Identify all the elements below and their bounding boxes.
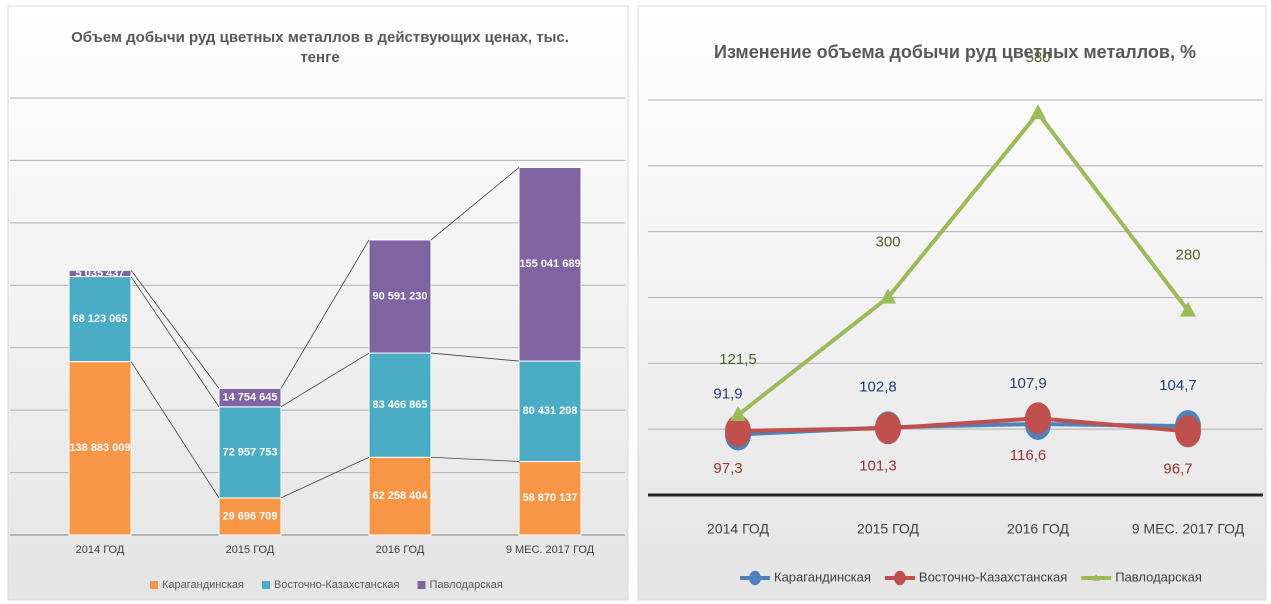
- series-line: [430, 352, 520, 362]
- series-line: [130, 276, 220, 408]
- data-label: 121,5: [719, 351, 757, 368]
- x-tick-label: 2014 ГОД: [76, 544, 125, 556]
- bar-segment: [68, 276, 132, 363]
- chart-title: Изменение объема добычи руд цветных мета…: [714, 42, 1196, 62]
- data-label: 97,3: [713, 460, 742, 477]
- data-label: 58 870 137: [522, 492, 577, 504]
- legend-swatch: [262, 581, 270, 589]
- data-label: 300: [875, 233, 900, 250]
- data-label: 107,9: [1009, 375, 1047, 392]
- data-label: 90 591 230: [372, 290, 427, 302]
- data-label: 155 041 689: [519, 258, 580, 270]
- series-line: [430, 167, 520, 241]
- legend-label: Карагандинская: [162, 579, 244, 591]
- series-line: [280, 352, 370, 408]
- bar-segment: [518, 360, 582, 462]
- marker: [894, 570, 906, 586]
- bar-segment: [368, 352, 432, 458]
- x-tick-label: 2015 ГОД: [226, 544, 275, 556]
- legend-label: Павлодарская: [1115, 569, 1202, 584]
- data-label: 91,9: [713, 385, 742, 402]
- marker: [730, 406, 746, 422]
- data-label: 96,7: [1163, 460, 1192, 477]
- data-label: 80 431 208: [522, 405, 577, 417]
- bar-segment: [518, 166, 582, 362]
- x-tick-label: 2016 ГОД: [1007, 521, 1069, 537]
- data-label: 68 123 065: [72, 313, 127, 325]
- bar-segment: [218, 387, 282, 408]
- data-label: 5 035 437: [76, 267, 125, 279]
- legend-swatch: [150, 581, 158, 589]
- legend-label: Восточно-Казахстанская: [919, 569, 1067, 584]
- series-line: [280, 456, 370, 499]
- bar-segment: [368, 456, 432, 536]
- bar-segment: [218, 406, 282, 499]
- marker: [1175, 415, 1201, 448]
- bar-segment: [518, 460, 582, 536]
- legend-label: Карагандинская: [774, 569, 871, 584]
- x-tick-label: 2015 ГОД: [857, 521, 919, 537]
- data-label: 116,6: [1010, 447, 1046, 464]
- x-tick-label: 9 МЕС. 2017 ГОД: [1132, 521, 1245, 537]
- series-line: [280, 239, 370, 389]
- series-line: [736, 109, 1190, 417]
- marker: [1025, 402, 1051, 435]
- marker: [749, 570, 761, 586]
- data-label: 580: [1025, 49, 1050, 66]
- legend-swatch: [417, 581, 426, 589]
- marker: [875, 412, 901, 445]
- marker: [725, 414, 751, 447]
- data-label: 62 258 404: [372, 490, 428, 502]
- data-label: 104,7: [1159, 377, 1197, 394]
- series-line: [737, 416, 1189, 434]
- data-label: 29 696 709: [222, 510, 277, 522]
- bar-segment: [68, 269, 132, 278]
- marker: [1092, 573, 1100, 581]
- bar-segment: [68, 361, 132, 536]
- marker: [880, 288, 896, 304]
- data-label: 138 883 009: [69, 442, 130, 454]
- x-tick-label: 2014 ГОД: [707, 521, 769, 537]
- x-tick-label: 9 МЕС. 2017 ГОД: [506, 544, 595, 556]
- series-line: [130, 270, 220, 389]
- data-label: 14 754 645: [222, 392, 277, 404]
- chart-title: Объем добычи руд цветных металлов в дейс…: [71, 29, 569, 66]
- legend-label: Восточно-Казахстанская: [274, 579, 400, 591]
- data-label: 72 957 753: [222, 446, 277, 458]
- bar-segment: [368, 239, 432, 354]
- data-label: 83 466 865: [372, 399, 427, 411]
- series-line: [130, 361, 220, 499]
- chart-background: [637, 5, 1267, 601]
- bar-segment: [218, 497, 282, 536]
- data-label: 102,8: [859, 378, 897, 395]
- marker: [1030, 104, 1046, 120]
- marker: [1180, 301, 1196, 317]
- legend-label: Павлодарская: [430, 579, 503, 591]
- x-tick-label: 2016 ГОД: [376, 544, 425, 556]
- data-label: 280: [1175, 247, 1200, 264]
- series-line: [430, 456, 520, 462]
- data-label: 101,3: [859, 457, 897, 474]
